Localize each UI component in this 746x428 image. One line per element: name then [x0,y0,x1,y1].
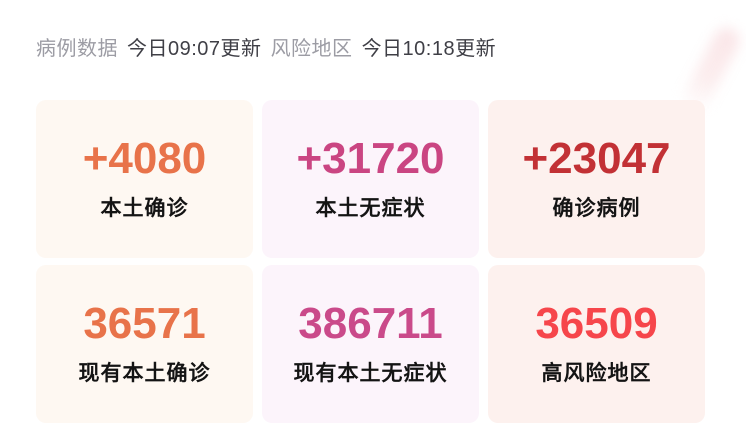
stat-value: 36571 [83,299,206,349]
stat-card-local-asymptomatic-current[interactable]: 386711 现有本土无症状 [262,265,479,423]
risk-area-section-label: 风险地区 [270,38,353,60]
stat-label: 现有本土无症状 [293,361,448,385]
risk-area-updated-time: 今日10:18更新 [361,38,497,60]
stat-label: 本土无症状 [315,196,426,220]
stat-label: 确诊病例 [552,196,641,220]
update-status-bar: 病例数据 今日09:07更新 风险地区 今日10:18更新 [36,36,496,62]
stat-card-confirmed-cases-new[interactable]: +23047 确诊病例 [488,100,705,258]
stat-card-local-confirmed-current[interactable]: 36571 现有本土确诊 [36,265,253,423]
stat-value: +23047 [522,134,671,184]
stat-value: +31720 [296,134,445,184]
stat-label: 本土确诊 [100,196,189,220]
case-stats-grid: +4080 本土确诊 +31720 本土无症状 +23047 确诊病例 3657… [36,100,705,423]
stat-value: 386711 [298,299,443,349]
case-data-section-label: 病例数据 [36,38,118,60]
case-data-updated-time: 今日09:07更新 [127,38,262,60]
stat-value: 36509 [535,299,658,349]
decorative-pink-smudge [690,18,746,113]
stat-value: +4080 [82,134,207,184]
stat-label: 现有本土确诊 [78,361,211,385]
stat-card-local-confirmed-new[interactable]: +4080 本土确诊 [36,100,253,258]
stat-card-high-risk-areas[interactable]: 36509 高风险地区 [488,265,705,423]
stat-card-local-asymptomatic-new[interactable]: +31720 本土无症状 [262,100,479,258]
stat-label: 高风险地区 [541,361,652,385]
